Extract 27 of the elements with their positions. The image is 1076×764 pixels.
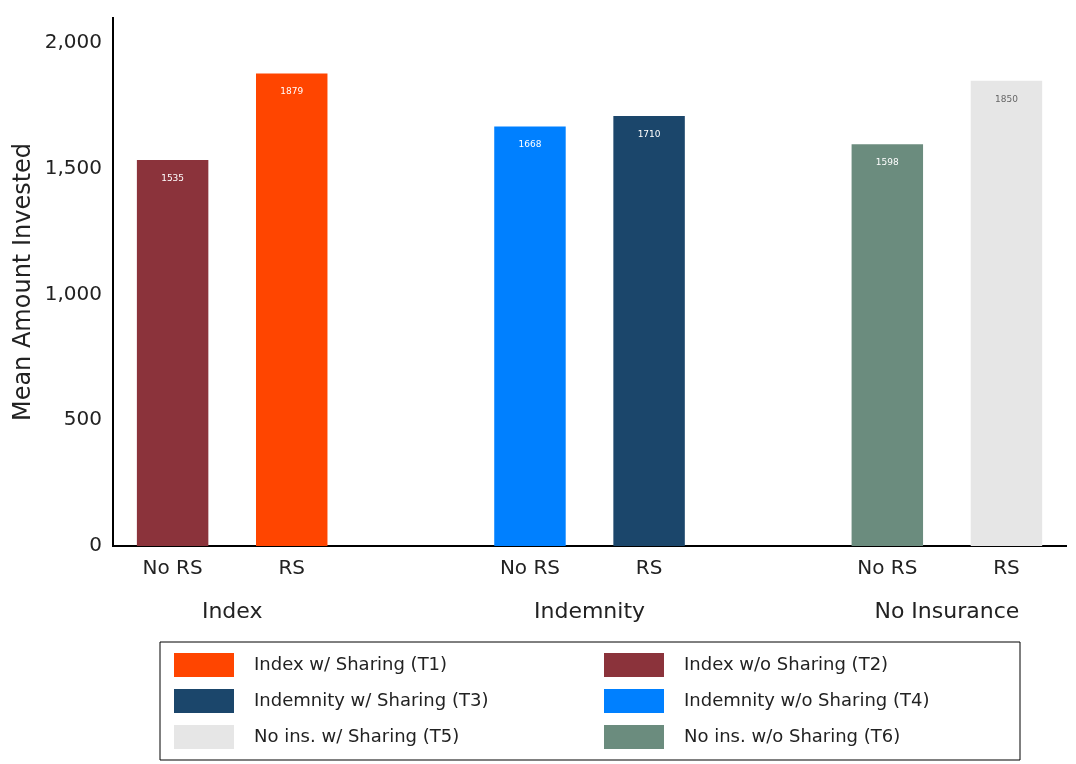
data-label: 1668 <box>518 139 542 150</box>
x-tick-label: No RS <box>142 555 203 580</box>
legend-label: Index w/o Sharing (T2) <box>684 652 889 674</box>
text: No Insurance <box>874 597 1020 623</box>
legend-label: Indemnity w/o Sharing (T4) <box>684 688 930 710</box>
x-tick-label: RS <box>278 555 306 580</box>
legend-label: No ins. w/ Sharing (T5) <box>254 724 460 746</box>
legend-label: No ins. w/o Sharing (T6) <box>684 724 901 746</box>
x-tick-label: RS <box>635 555 663 580</box>
y-axis-title: Mean Amount Invested <box>7 142 36 422</box>
y-tick-label: 0 <box>89 532 103 557</box>
text: Index <box>201 597 263 623</box>
legend-label: Indemnity w/ Sharing (T3) <box>254 688 489 710</box>
data-label: 1598 <box>875 157 900 168</box>
y-tick-label: 1,000 <box>44 280 103 305</box>
y-tick-label: 1,500 <box>44 155 103 180</box>
data-label: 1850 <box>994 93 1019 104</box>
x-tick-label: No RS <box>857 555 918 580</box>
x-tick-label: No RS <box>499 555 561 580</box>
data-label: 1710 <box>637 128 661 139</box>
legend-label: Index w/ Sharing (T1) <box>254 652 448 674</box>
data-label: 1535 <box>161 172 185 183</box>
text: Indemnity <box>533 597 646 623</box>
y-tick-label: 500 <box>63 406 103 431</box>
x-tick-label: RS <box>993 555 1020 580</box>
data-label: 1879 <box>280 86 304 97</box>
y-tick-label: 2,000 <box>44 29 103 54</box>
